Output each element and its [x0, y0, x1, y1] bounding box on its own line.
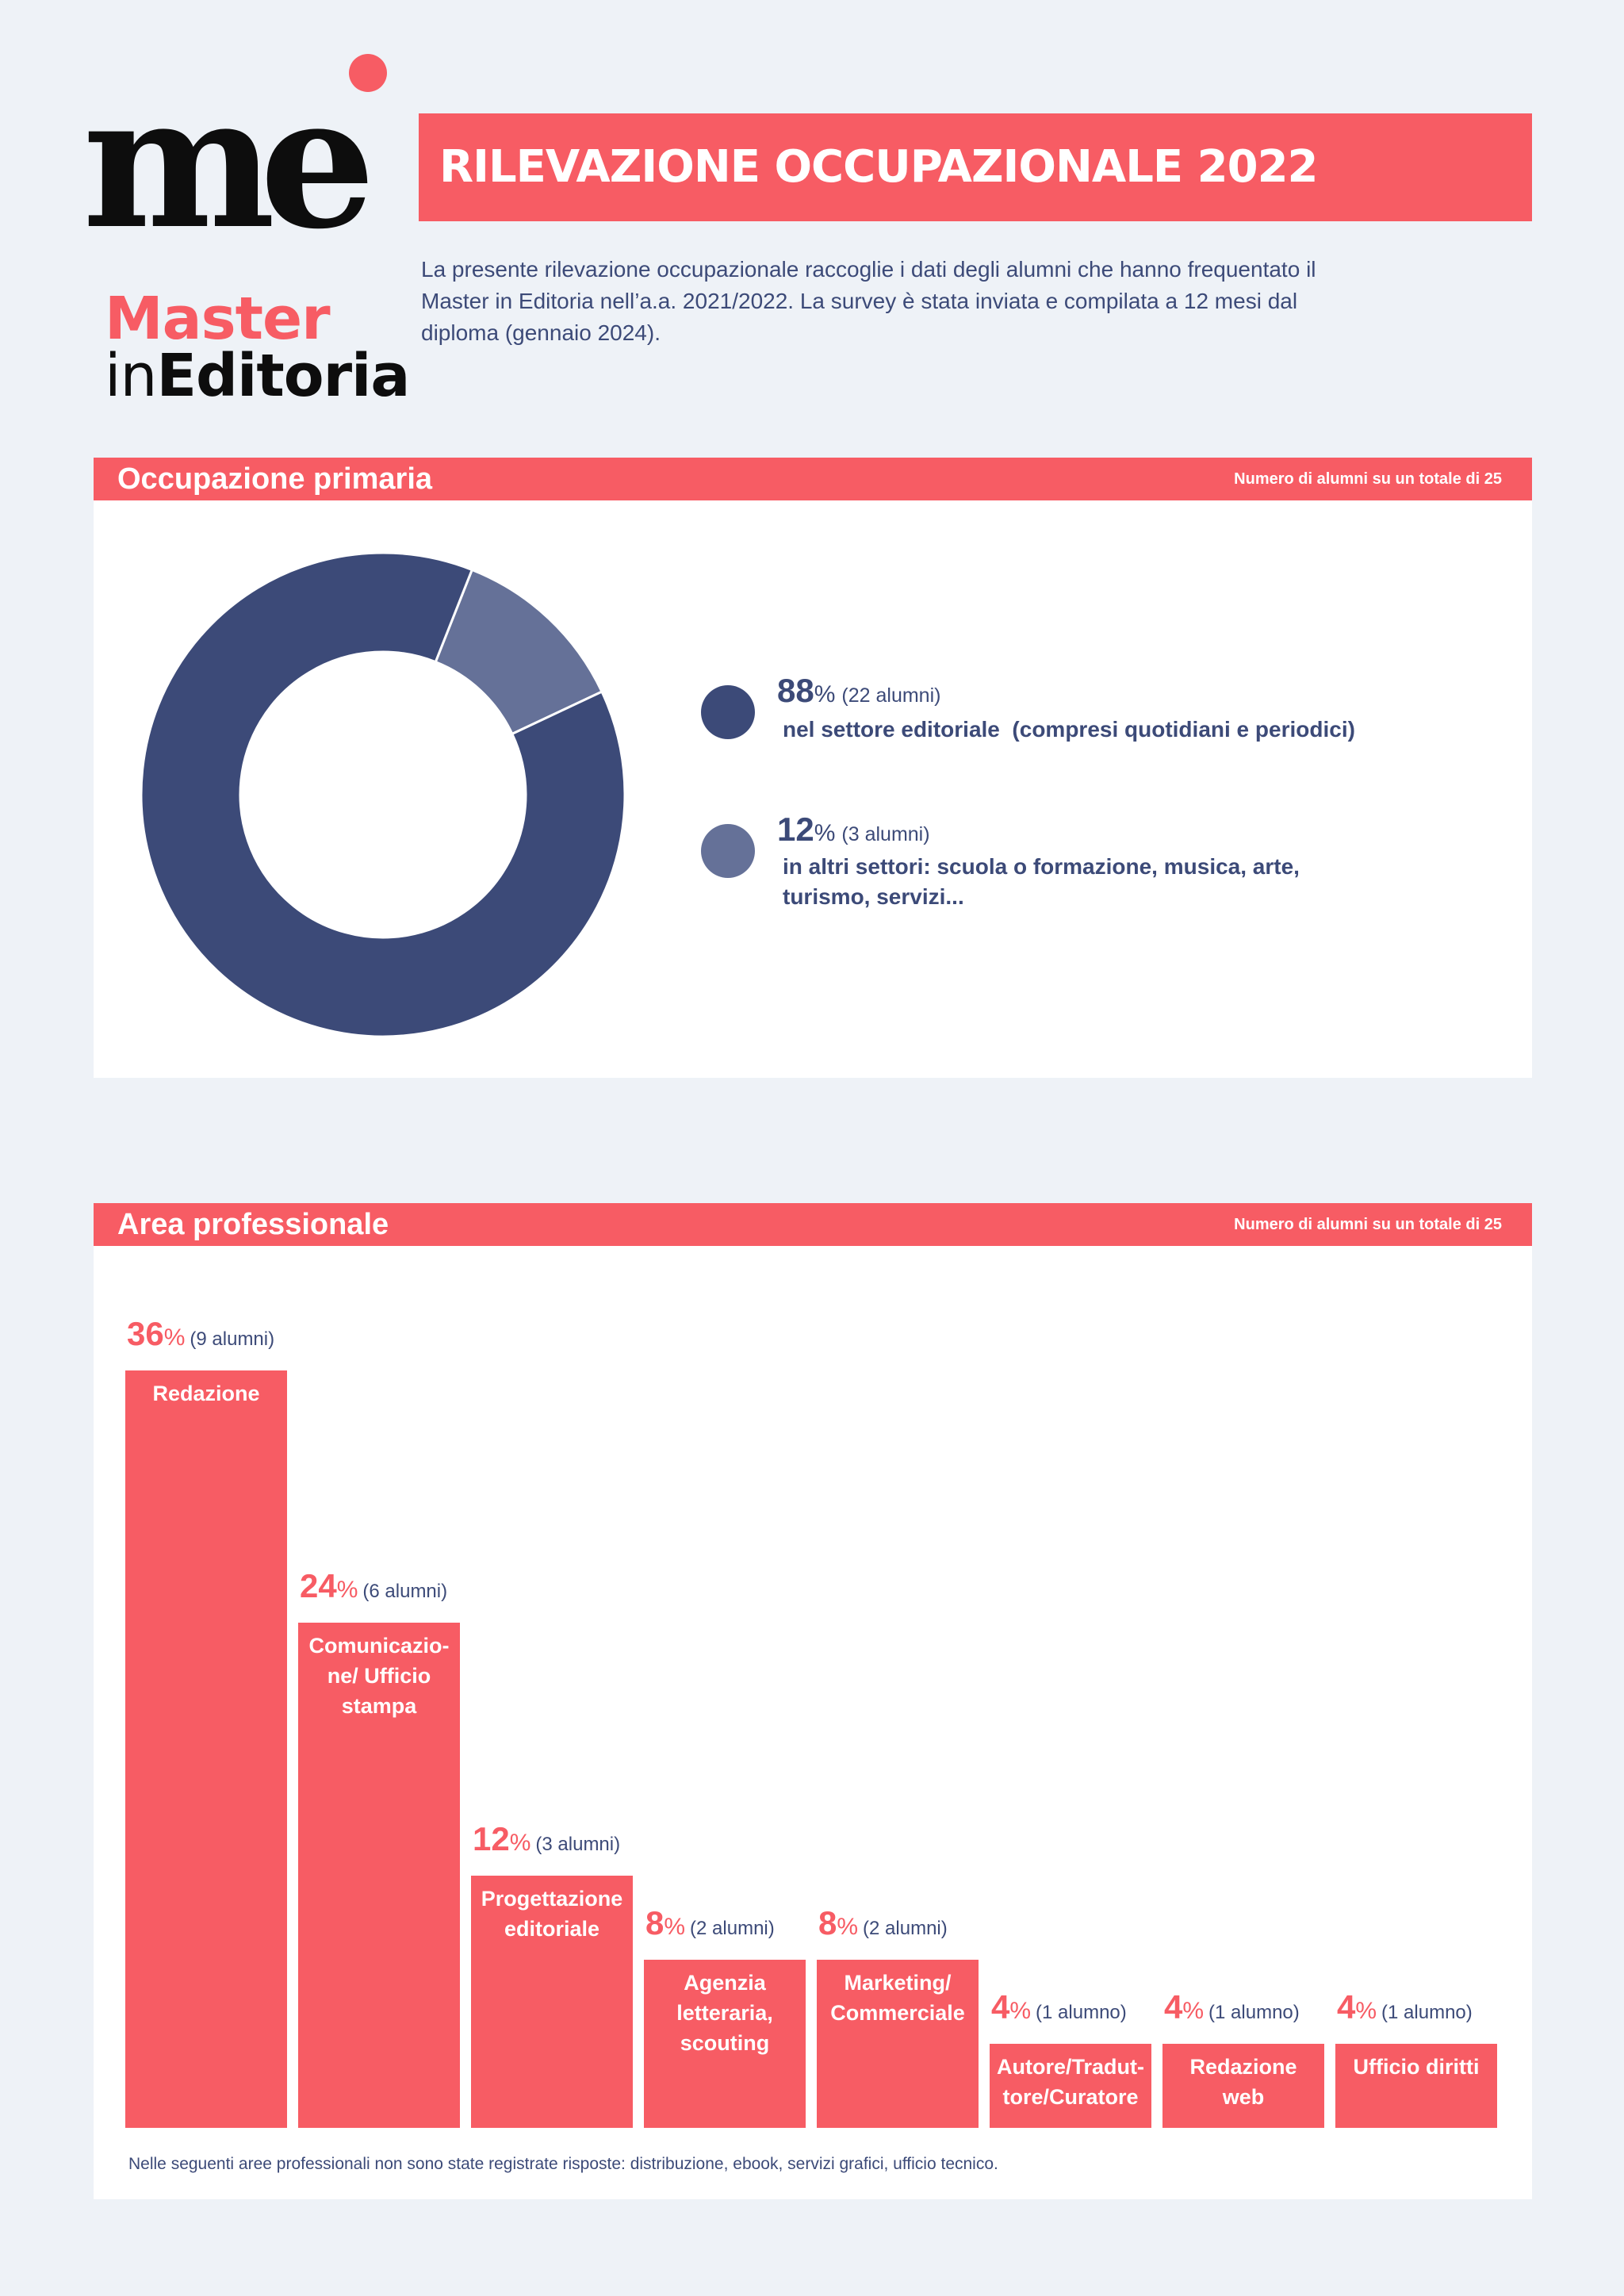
bar-percent-sign: %	[163, 1324, 186, 1351]
bar-percent-sign: %	[509, 1829, 531, 1856]
bar: Progettazione editoriale	[471, 1875, 633, 2128]
bar-label: Ufficio diritti	[1353, 2054, 1480, 2079]
legend-count: (3 alumni)	[841, 823, 930, 845]
bar-value-number: 4	[1164, 1987, 1183, 2026]
bar-label: Progettazione editoriale	[481, 1886, 623, 1941]
bar-count: (2 alumni)	[690, 1917, 775, 1939]
bar: Redazione web	[1162, 2043, 1324, 2128]
bar-value-number: 24	[300, 1567, 337, 1605]
footnote: Nelle seguenti aree professionali non so…	[128, 2155, 998, 2173]
legend-dot-other	[701, 824, 755, 878]
intro-text: La presente rilevazione occupazionale ra…	[421, 257, 1316, 345]
bar-value-number: 12	[473, 1819, 510, 1857]
bar-label: Redazione	[152, 1382, 260, 1405]
bar-value-number: 8	[645, 1903, 665, 1941]
bar-percent-sign: %	[1182, 1997, 1205, 2024]
legend-percent-sign: %	[814, 820, 836, 846]
bar-value-number: 36	[127, 1315, 164, 1352]
bar: Autore/Tradut- tore/Curatore	[990, 2043, 1151, 2128]
bar: Redazione	[125, 1370, 287, 2128]
logo-dot-icon	[349, 54, 387, 92]
bar-value-label: 4% (1 alumno)	[1337, 1988, 1473, 2026]
bar-value-label: 24% (6 alumni)	[300, 1567, 447, 1605]
bar-value-number: 4	[1337, 1987, 1356, 2026]
master-in-editoria-logo: me Master inEditoria	[79, 48, 412, 405]
bar-count: (1 alumno)	[1208, 2001, 1300, 2023]
legend-label-other: in altri settori: scuola o formazione, m…	[783, 854, 1300, 909]
legend-value-other: 12% (3 alumni)	[777, 811, 930, 849]
bar-label: Marketing/ Commerciale	[830, 1970, 965, 2025]
bar-value-number: 4	[991, 1987, 1010, 2026]
legend-count: (22 alumni)	[841, 684, 941, 707]
logo-line-editoria-bold: Editoria	[156, 342, 410, 410]
legend-label-editorial: nel settore editoriale (compresi quotidi…	[783, 717, 1355, 742]
bar-value-label: 4% (1 alumno)	[1164, 1988, 1300, 2026]
bar-value-label: 4% (1 alumno)	[991, 1988, 1127, 2026]
panel-note: Numero di alumni su un totale di 25	[1234, 1216, 1502, 1233]
bar-percent-sign: %	[1009, 1997, 1032, 2024]
bar-value-label: 12% (3 alumni)	[473, 1820, 620, 1858]
bar-count: (9 alumni)	[190, 1328, 275, 1350]
bar-count: (3 alumni)	[535, 1833, 621, 1855]
bar-percent-sign: %	[1355, 1997, 1377, 2024]
professional-area-panel: Area professionale Numero di alumni su u…	[94, 1203, 1532, 2199]
bar-value-label: 8% (2 alumni)	[645, 1904, 775, 1942]
bar-percent-sign: %	[837, 1913, 859, 1940]
bar-percent-sign: %	[336, 1577, 358, 1604]
bar-value-label: 36% (9 alumni)	[127, 1315, 274, 1353]
bar-count: (6 alumni)	[362, 1581, 448, 1603]
legend-value-number: 88	[777, 672, 814, 709]
bar: Marketing/ Commerciale	[817, 1959, 979, 2128]
bar-label: Agenzia letteraria, scouting	[676, 1970, 773, 2055]
bar-value-label: 8% (2 alumni)	[818, 1904, 948, 1942]
panel-note: Numero di alumni su un totale di 25	[1234, 470, 1502, 488]
bar-count: (1 alumno)	[1036, 2001, 1127, 2023]
logo-mark: me	[82, 56, 376, 270]
legend-percent-sign: %	[814, 681, 836, 707]
panel-header: Occupazione primaria Numero di alumni su…	[94, 458, 1532, 500]
bar-label: Redazione web	[1189, 2054, 1297, 2109]
bar-label: Autore/Tradut- tore/Curatore	[997, 2054, 1144, 2109]
bar: Comunicazio- ne/ Ufficio stampa	[298, 1623, 460, 2128]
bar-label: Comunicazio- ne/ Ufficio stampa	[308, 1634, 450, 1719]
legend-value-number: 12	[777, 811, 814, 848]
bar-value-number: 8	[818, 1903, 837, 1941]
panel-title: Occupazione primaria	[117, 462, 433, 496]
bar: Agenzia letteraria, scouting	[644, 1959, 806, 2128]
logo-line-editoria-prefix: in	[105, 342, 157, 410]
panel-header: Area professionale Numero di alumni su u…	[94, 1203, 1532, 1246]
bar: Ufficio diritti	[1335, 2043, 1497, 2128]
donut-slice-editorial	[140, 551, 626, 1038]
bar-count: (1 alumno)	[1381, 2001, 1473, 2023]
legend-dot-editorial	[701, 685, 755, 739]
bar-percent-sign: %	[664, 1913, 686, 1940]
panel-title: Area professionale	[117, 1208, 389, 1241]
donut-chart	[140, 551, 626, 1038]
logo-line-master: Master	[105, 285, 331, 353]
logo-line-editoria: inEditoria	[105, 347, 410, 405]
legend-value-editorial: 88% (22 alumni)	[777, 672, 940, 710]
primary-occupation-panel: Occupazione primaria Numero di alumni su…	[94, 458, 1532, 1078]
page-title: RILEVAZIONE OCCUPAZIONALE 2022	[419, 113, 1532, 221]
bar-count: (2 alumni)	[863, 1917, 948, 1939]
